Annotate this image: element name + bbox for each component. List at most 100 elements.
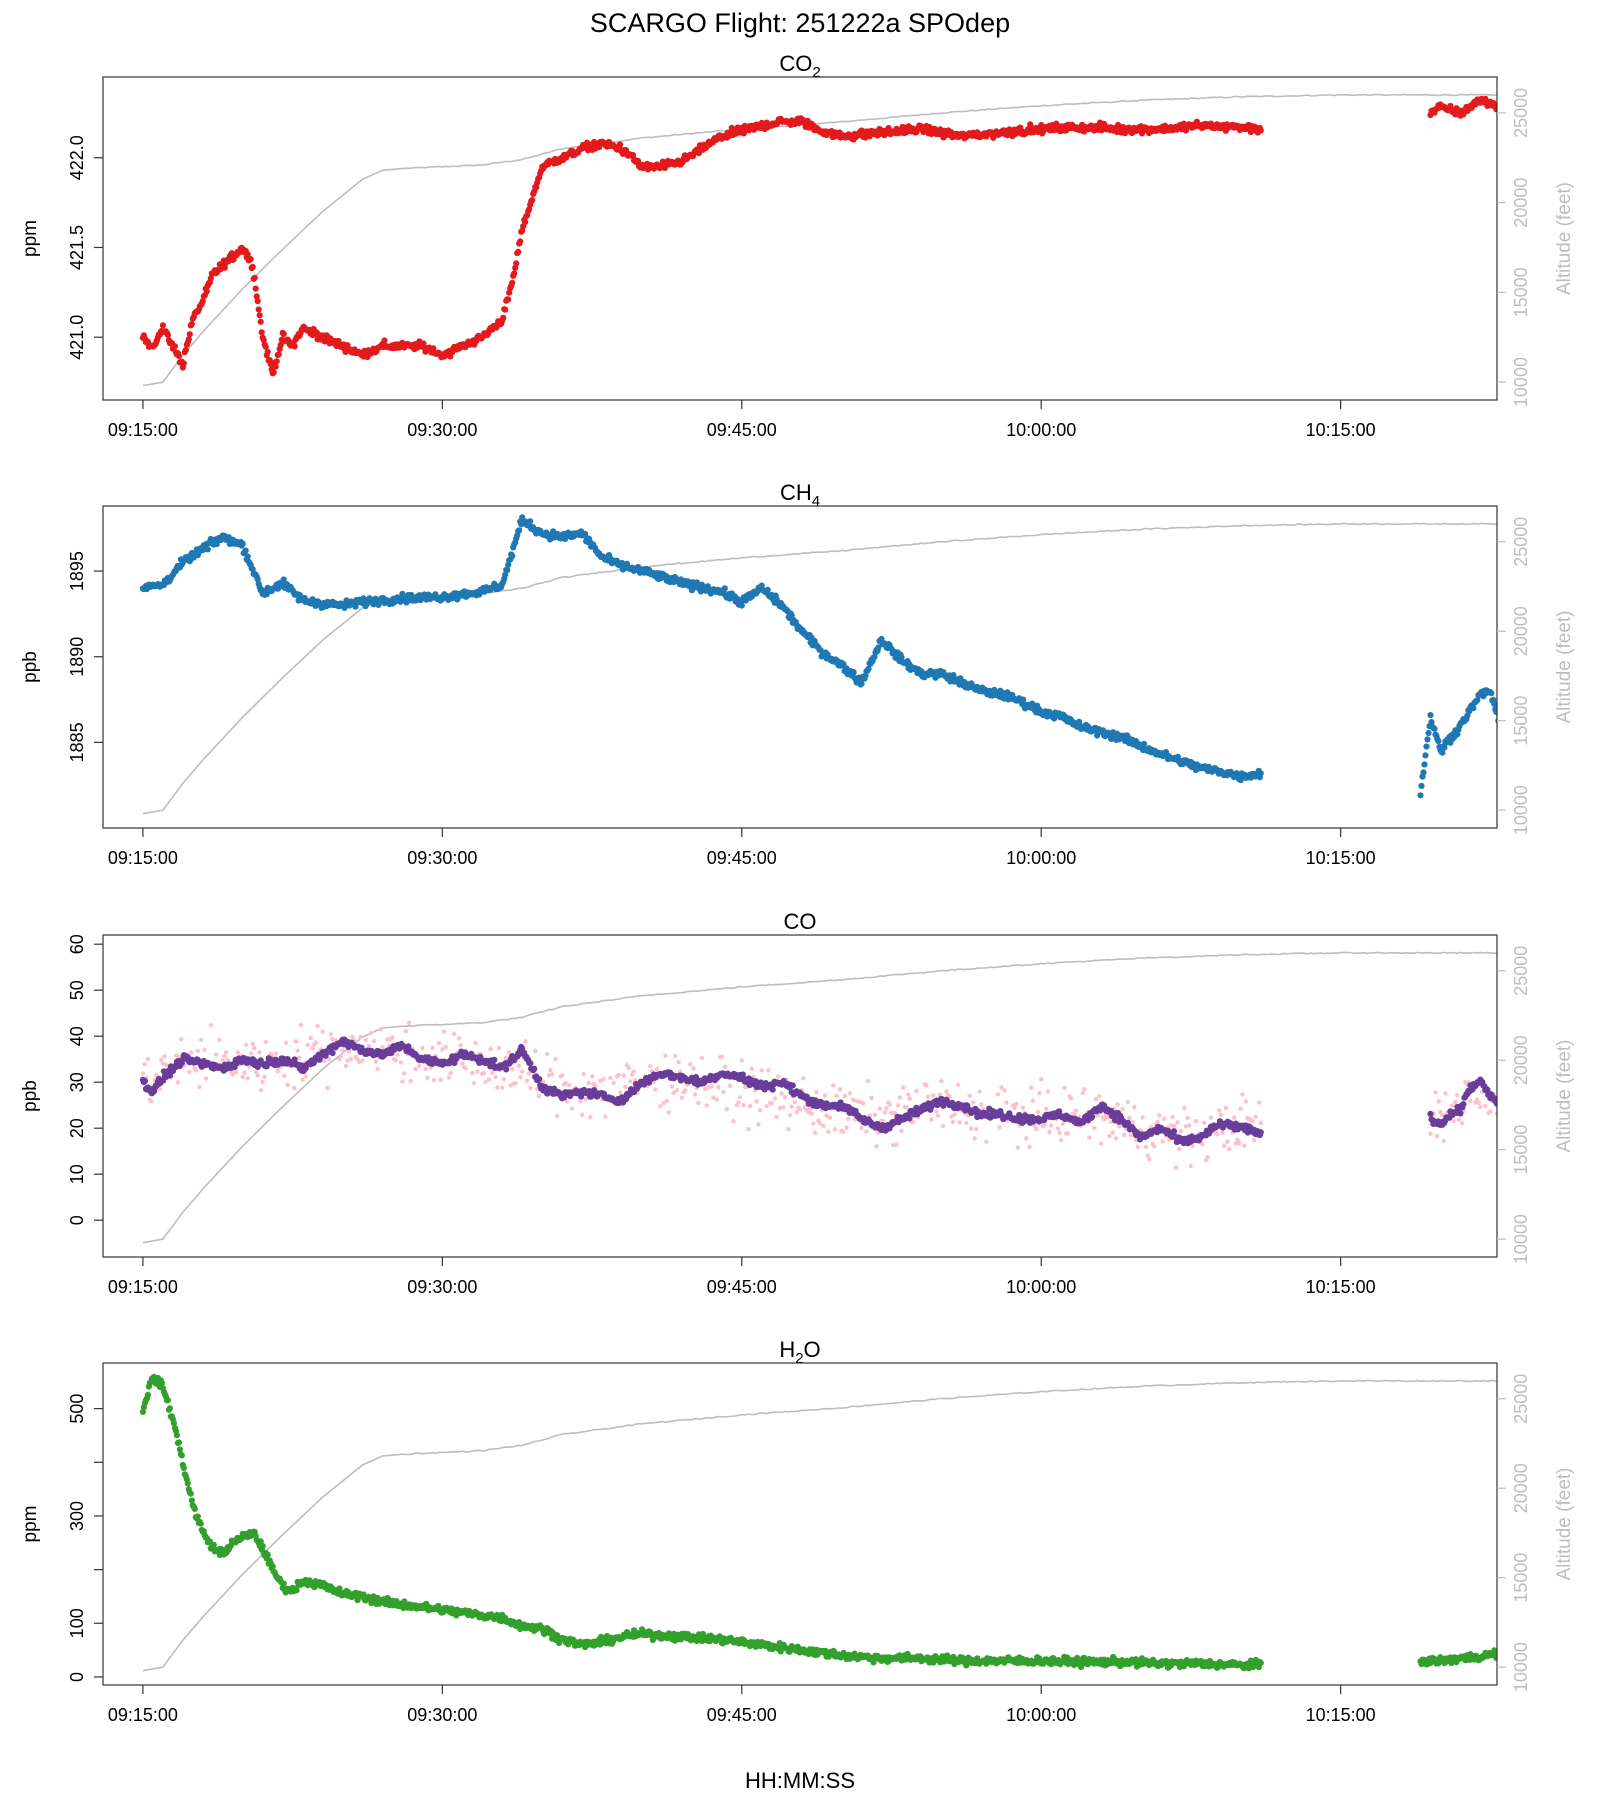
- altitude-tick-label: 25000: [1511, 517, 1531, 567]
- data-point: [1433, 1090, 1438, 1095]
- data-point: [1045, 1089, 1051, 1094]
- series-raw: [140, 1020, 1264, 1170]
- data-point: [1504, 1112, 1510, 1118]
- data-point: [533, 184, 540, 191]
- data-point: [1515, 1115, 1519, 1119]
- data-point: [516, 527, 523, 534]
- data-point: [180, 1464, 187, 1472]
- data-point: [1170, 1114, 1175, 1120]
- data-point: [977, 1089, 982, 1094]
- data-point: [1435, 738, 1442, 745]
- data-point: [1457, 1110, 1464, 1117]
- data-point: [995, 1092, 1001, 1097]
- data-point: [1014, 1101, 1019, 1107]
- data-point: [473, 1040, 478, 1046]
- series-1: [139, 1373, 1264, 1672]
- data-point: [1505, 1110, 1511, 1116]
- data-point: [924, 1083, 929, 1088]
- data-point: [257, 1050, 262, 1055]
- data-point: [1218, 1112, 1224, 1118]
- data-point: [345, 1058, 350, 1063]
- data-point: [164, 1397, 171, 1404]
- data-point: [1431, 725, 1438, 732]
- data-point: [1516, 1119, 1522, 1125]
- data-point: [1422, 752, 1429, 759]
- data-point: [1027, 1144, 1032, 1150]
- data-point: [1470, 705, 1477, 712]
- data-point: [1500, 1098, 1504, 1102]
- data-point: [581, 1071, 586, 1077]
- data-point: [249, 263, 256, 271]
- data-point: [1501, 1105, 1507, 1111]
- data-point: [348, 1057, 354, 1062]
- data-point: [545, 1051, 550, 1057]
- data-point: [253, 293, 260, 300]
- data-point: [1509, 1115, 1515, 1121]
- data-point: [504, 567, 511, 574]
- data-point: [1513, 1116, 1519, 1122]
- data-point: [834, 1093, 839, 1099]
- data-point: [436, 1041, 442, 1046]
- data-point: [563, 1080, 568, 1086]
- y-tick-label: 422.0: [67, 135, 87, 180]
- data-point: [516, 1063, 522, 1069]
- data-point: [1499, 105, 1505, 111]
- data-point: [440, 1047, 445, 1052]
- altitude-line: [142, 522, 1497, 815]
- x-tick-label: 10:15:00: [1306, 1277, 1376, 1297]
- data-point: [1256, 1100, 1262, 1105]
- data-point: [1042, 1122, 1047, 1127]
- x-tick-label: 10:00:00: [1006, 1277, 1076, 1297]
- data-point: [197, 1520, 204, 1527]
- data-point: [1135, 1144, 1140, 1150]
- data-point: [373, 1059, 378, 1064]
- data-point: [367, 1044, 372, 1049]
- data-point: [811, 1121, 816, 1126]
- data-point: [608, 1075, 613, 1081]
- data-point: [1500, 105, 1506, 111]
- data-point: [240, 1074, 245, 1080]
- data-point: [1172, 1123, 1177, 1129]
- data-point: [740, 130, 747, 137]
- data-point: [327, 1057, 332, 1062]
- data-point: [1122, 1132, 1127, 1138]
- data-point: [194, 1068, 199, 1073]
- data-point: [925, 1094, 931, 1100]
- data-point: [264, 348, 271, 355]
- data-point: [1504, 109, 1510, 115]
- data-point: [864, 1129, 869, 1134]
- data-point: [877, 1106, 882, 1111]
- data-point: [393, 1058, 398, 1063]
- data-point: [1503, 1121, 1507, 1125]
- data-point: [1082, 1087, 1087, 1092]
- data-point: [371, 1038, 377, 1044]
- data-point: [673, 1053, 678, 1059]
- data-point: [275, 351, 282, 358]
- data-point: [1128, 1133, 1134, 1138]
- data-point: [207, 275, 214, 282]
- data-point: [739, 1058, 744, 1063]
- data-point: [500, 314, 507, 321]
- data-point: [777, 1105, 783, 1111]
- data-point: [706, 1085, 711, 1090]
- data-point: [503, 1066, 510, 1073]
- data-point: [173, 1432, 180, 1439]
- data-point: [517, 238, 524, 245]
- data-point: [254, 576, 261, 583]
- data-point: [1095, 1113, 1101, 1118]
- data-point: [142, 1062, 147, 1067]
- data-point: [629, 152, 637, 159]
- data-point: [451, 1031, 457, 1037]
- data-point: [262, 1074, 267, 1080]
- data-point: [674, 1088, 680, 1093]
- data-point: [522, 219, 529, 226]
- data-point: [493, 1075, 498, 1080]
- data-point: [616, 1072, 621, 1078]
- data-point: [1080, 1090, 1086, 1096]
- series-1: [139, 115, 1264, 377]
- data-point: [900, 1085, 906, 1090]
- data-point: [598, 1078, 603, 1084]
- data-point: [249, 566, 256, 573]
- data-point: [483, 1079, 488, 1085]
